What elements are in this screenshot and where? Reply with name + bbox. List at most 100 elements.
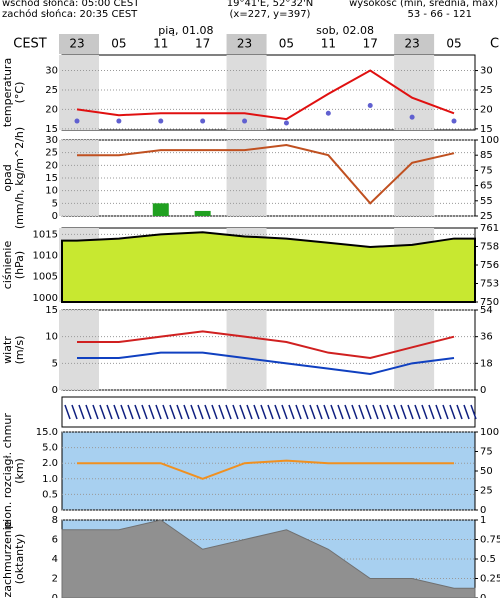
y-tick-label: 15.0	[36, 427, 58, 438]
y2-tick-label: 30	[480, 66, 493, 77]
wind-arrow	[449, 404, 456, 420]
sunrise: wschód słońca: 05:00 CEST	[2, 0, 140, 9]
wind-arrow	[351, 404, 358, 420]
y-tick-label: 8	[52, 515, 58, 526]
sunset: zachód słońca: 20:35 CEST	[2, 8, 138, 20]
y-tick-label: 0	[52, 505, 58, 516]
y2-tick-label: 75	[480, 165, 493, 176]
y2-tick-label: 753	[480, 279, 499, 290]
y-tick-label: 0	[52, 593, 58, 598]
wind-arrow	[428, 404, 435, 420]
header-band	[62, 34, 475, 54]
y2-tick-label: 0	[480, 505, 486, 516]
y-tick-label: 1005	[33, 272, 58, 283]
y-tick-label: 20	[45, 104, 58, 115]
y-tick-label: 0	[52, 385, 58, 396]
wind-arrow	[337, 404, 344, 420]
y2-tick-label: 756	[480, 260, 499, 271]
series-dot	[242, 118, 248, 124]
y2-tick-label: 75	[480, 447, 493, 458]
wind-arrow	[155, 404, 162, 420]
night-band	[59, 55, 99, 130]
wind-arrow	[295, 404, 302, 420]
y-axis-unit: (mm/h, kg/m^2/h)	[13, 127, 26, 229]
wind-arrow	[421, 404, 428, 420]
wind-arrow	[281, 404, 288, 420]
time-label: 23	[69, 37, 84, 51]
y-tick-label: 20	[45, 160, 58, 171]
y2-tick-label: 25	[480, 85, 493, 96]
y-axis-unit: (oktanty)	[13, 534, 26, 585]
night-band	[226, 34, 267, 54]
bar	[152, 203, 169, 216]
y-axis-label: wiatr	[1, 336, 14, 364]
series-area	[61, 519, 476, 598]
wind-arrow	[169, 404, 176, 420]
y-axis-label: opad	[1, 164, 14, 191]
y2-tick-label: 0.25	[480, 574, 500, 585]
wind-arrow	[239, 404, 246, 420]
y-axis-unit: (hPa)	[13, 251, 26, 279]
night-band	[394, 34, 435, 54]
wind-arrow	[85, 404, 92, 420]
wind-arrow	[463, 404, 470, 420]
y-tick-label: 5	[52, 198, 58, 209]
series-dot	[325, 110, 331, 116]
y-tick-label: 1.0	[42, 474, 58, 485]
series-dot	[451, 118, 457, 124]
night-band	[226, 310, 267, 390]
wind-arrow	[78, 404, 85, 420]
y-tick-label: 25	[45, 85, 58, 96]
y2-tick-label: 758	[480, 242, 499, 253]
wind-arrow	[344, 404, 351, 420]
y-tick-label: 4	[52, 554, 58, 565]
time-label: 05	[446, 37, 461, 51]
y-tick-label: 1010	[33, 250, 58, 261]
y-axis-label: ciśnienie	[1, 241, 14, 290]
wind-arrow	[302, 404, 309, 420]
wind-arrow	[218, 404, 225, 420]
y2-tick-label: 761	[480, 223, 499, 234]
series-dot	[116, 118, 122, 124]
y2-tick-label: 18	[480, 358, 493, 369]
wind-arrow	[435, 404, 442, 420]
wind-arrow	[393, 404, 400, 420]
timezone: CEST	[13, 37, 47, 52]
series-dot	[74, 118, 80, 124]
series-line	[77, 330, 455, 360]
series-area	[61, 231, 476, 303]
time-label: 23	[404, 37, 419, 51]
series-line	[77, 351, 455, 376]
wind-arrow	[260, 404, 267, 420]
wind-arrow	[253, 404, 260, 420]
wind-arrow	[176, 404, 183, 420]
coords: 19°41'E, 52°32'N	[227, 0, 314, 9]
y2-tick-label: 65	[480, 181, 493, 192]
wind-arrow	[148, 404, 155, 420]
wind-arrow	[316, 404, 323, 420]
y-tick-label: 0.5	[42, 489, 58, 500]
night-band	[394, 55, 435, 130]
y2-tick-label: 36	[480, 332, 493, 343]
y2-tick-label: 750	[480, 297, 499, 308]
wind-arrow	[414, 404, 421, 420]
y-tick-label: 10	[45, 332, 58, 343]
wind-arrow	[225, 404, 232, 420]
y2-tick-label: 15	[480, 124, 493, 135]
y-axis-unit: (km)	[13, 458, 26, 484]
elevation-title: wysokość (min, średnia, max)	[349, 0, 498, 9]
time-label: 17	[363, 37, 378, 51]
wind-arrow	[330, 404, 337, 420]
y-axis-unit: (m/s)	[13, 336, 26, 365]
night-band	[59, 310, 99, 390]
wind-arrow	[113, 404, 120, 420]
wind-arrow	[106, 404, 113, 420]
wind-arrow	[64, 404, 71, 420]
y2-tick-label: 25	[480, 211, 493, 222]
wind-arrow	[183, 404, 190, 420]
y-tick-label: 15	[45, 124, 58, 135]
time-label: 17	[195, 37, 210, 51]
y-tick-label: 30	[45, 66, 58, 77]
y2-tick-label: 85	[480, 150, 493, 161]
grid-point: (x=227, y=397)	[230, 9, 311, 20]
